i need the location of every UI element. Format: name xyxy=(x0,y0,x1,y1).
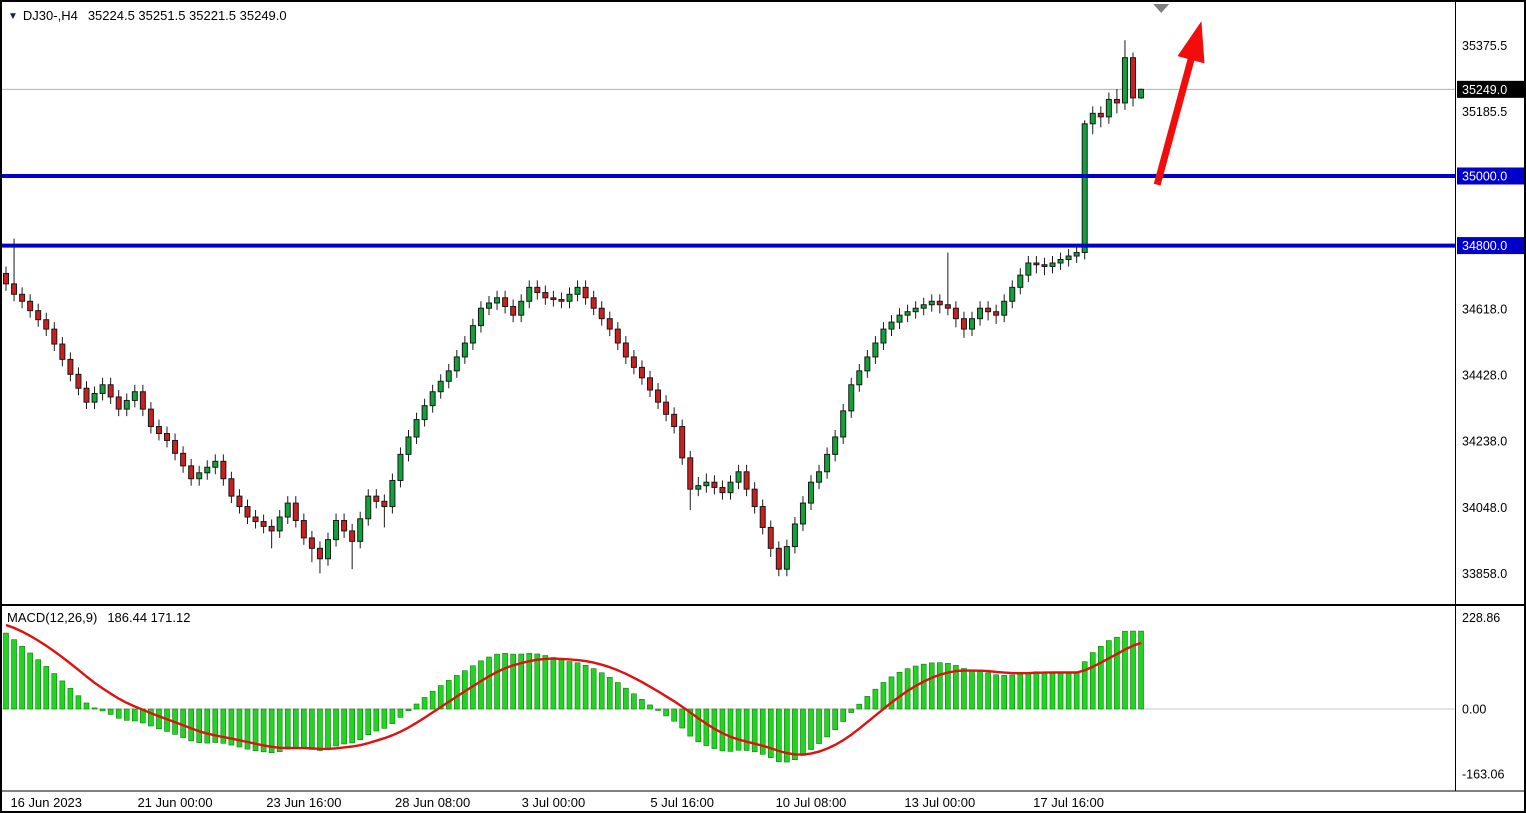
svg-text:34428.0: 34428.0 xyxy=(1462,369,1507,383)
svg-text:35249.0: 35249.0 xyxy=(1462,83,1507,97)
svg-text:0.00: 0.00 xyxy=(1462,703,1486,717)
trend-arrow[interactable] xyxy=(1153,21,1205,186)
symbol-label: DJ30-,H4 xyxy=(22,8,78,23)
svg-text:35185.5: 35185.5 xyxy=(1462,105,1507,119)
svg-text:5 Jul 16:00: 5 Jul 16:00 xyxy=(650,795,714,810)
svg-text:34800.0: 34800.0 xyxy=(1462,239,1507,253)
chart-header: ▼ DJ30-,H4 35224.5 35251.5 35221.5 35249.0 xyxy=(8,8,287,23)
svg-text:17 Jul 16:00: 17 Jul 16:00 xyxy=(1033,795,1104,810)
macd-indicator-label: MACD(12,26,9) 186.44 171.12 xyxy=(7,610,190,625)
price-tag-35249.0: 35249.0 xyxy=(1457,80,1524,98)
svg-text:13 Jul 00:00: 13 Jul 00:00 xyxy=(904,795,975,810)
candlestick-series xyxy=(3,40,1145,577)
object-anchor-marker-icon[interactable] xyxy=(1153,4,1170,13)
svg-text:228.86: 228.86 xyxy=(1462,611,1500,625)
svg-text:21 Jun 00:00: 21 Jun 00:00 xyxy=(137,795,212,810)
svg-text:35000.0: 35000.0 xyxy=(1462,169,1507,183)
svg-text:34618.0: 34618.0 xyxy=(1462,302,1507,316)
svg-text:33858.0: 33858.0 xyxy=(1462,567,1507,581)
macd-name-label: MACD(12,26,9) xyxy=(7,610,98,625)
svg-text:34238.0: 34238.0 xyxy=(1462,435,1507,449)
price-tag-35000.0: 35000.0 xyxy=(1457,167,1524,185)
svg-text:-163.06: -163.06 xyxy=(1462,768,1504,782)
ohlc-quote-label: 35224.5 35251.5 35221.5 35249.0 xyxy=(87,8,287,23)
macd-values-label: 186.44 171.12 xyxy=(107,610,191,625)
price-axis[interactable]: 35375.5 35185.5 34618.0 34428.0 34238.0 34048… xyxy=(1462,39,1507,581)
svg-text:23 Jun 16:00: 23 Jun 16:00 xyxy=(266,795,341,810)
price-tag-34800.0: 34800.0 xyxy=(1457,237,1524,255)
svg-text:28 Jun 08:00: 28 Jun 08:00 xyxy=(395,795,470,810)
macd-axis[interactable]: 228.86 0.00 -163.06 xyxy=(1462,611,1504,782)
svg-text:10 Jul 08:00: 10 Jul 08:00 xyxy=(776,795,847,810)
svg-text:3 Jul 00:00: 3 Jul 00:00 xyxy=(522,795,586,810)
svg-text:35375.5: 35375.5 xyxy=(1462,39,1507,53)
time-axis[interactable]: 16 Jun 2023 21 Jun 00:00 23 Jun 16:00 28 Ju… xyxy=(10,795,1104,810)
macd-signal-line xyxy=(5,623,1142,756)
symbol-dropdown-icon: ▼ xyxy=(8,11,18,22)
svg-text:16 Jun 2023: 16 Jun 2023 xyxy=(10,795,82,810)
svg-text:34048.0: 34048.0 xyxy=(1462,501,1507,515)
